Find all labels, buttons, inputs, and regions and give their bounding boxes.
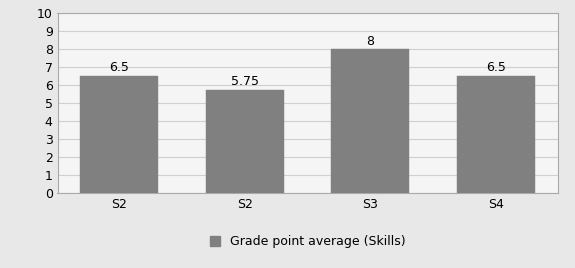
Bar [206, 90, 283, 193]
Text: 8: 8 [366, 35, 374, 47]
Text: 6.5: 6.5 [486, 61, 506, 75]
Bar [81, 76, 158, 193]
Bar [332, 49, 409, 193]
Text: 6.5: 6.5 [109, 61, 129, 75]
Text: 5.75: 5.75 [231, 75, 259, 88]
Legend: Grade point average (Skills): Grade point average (Skills) [206, 232, 409, 252]
Bar [457, 76, 535, 193]
